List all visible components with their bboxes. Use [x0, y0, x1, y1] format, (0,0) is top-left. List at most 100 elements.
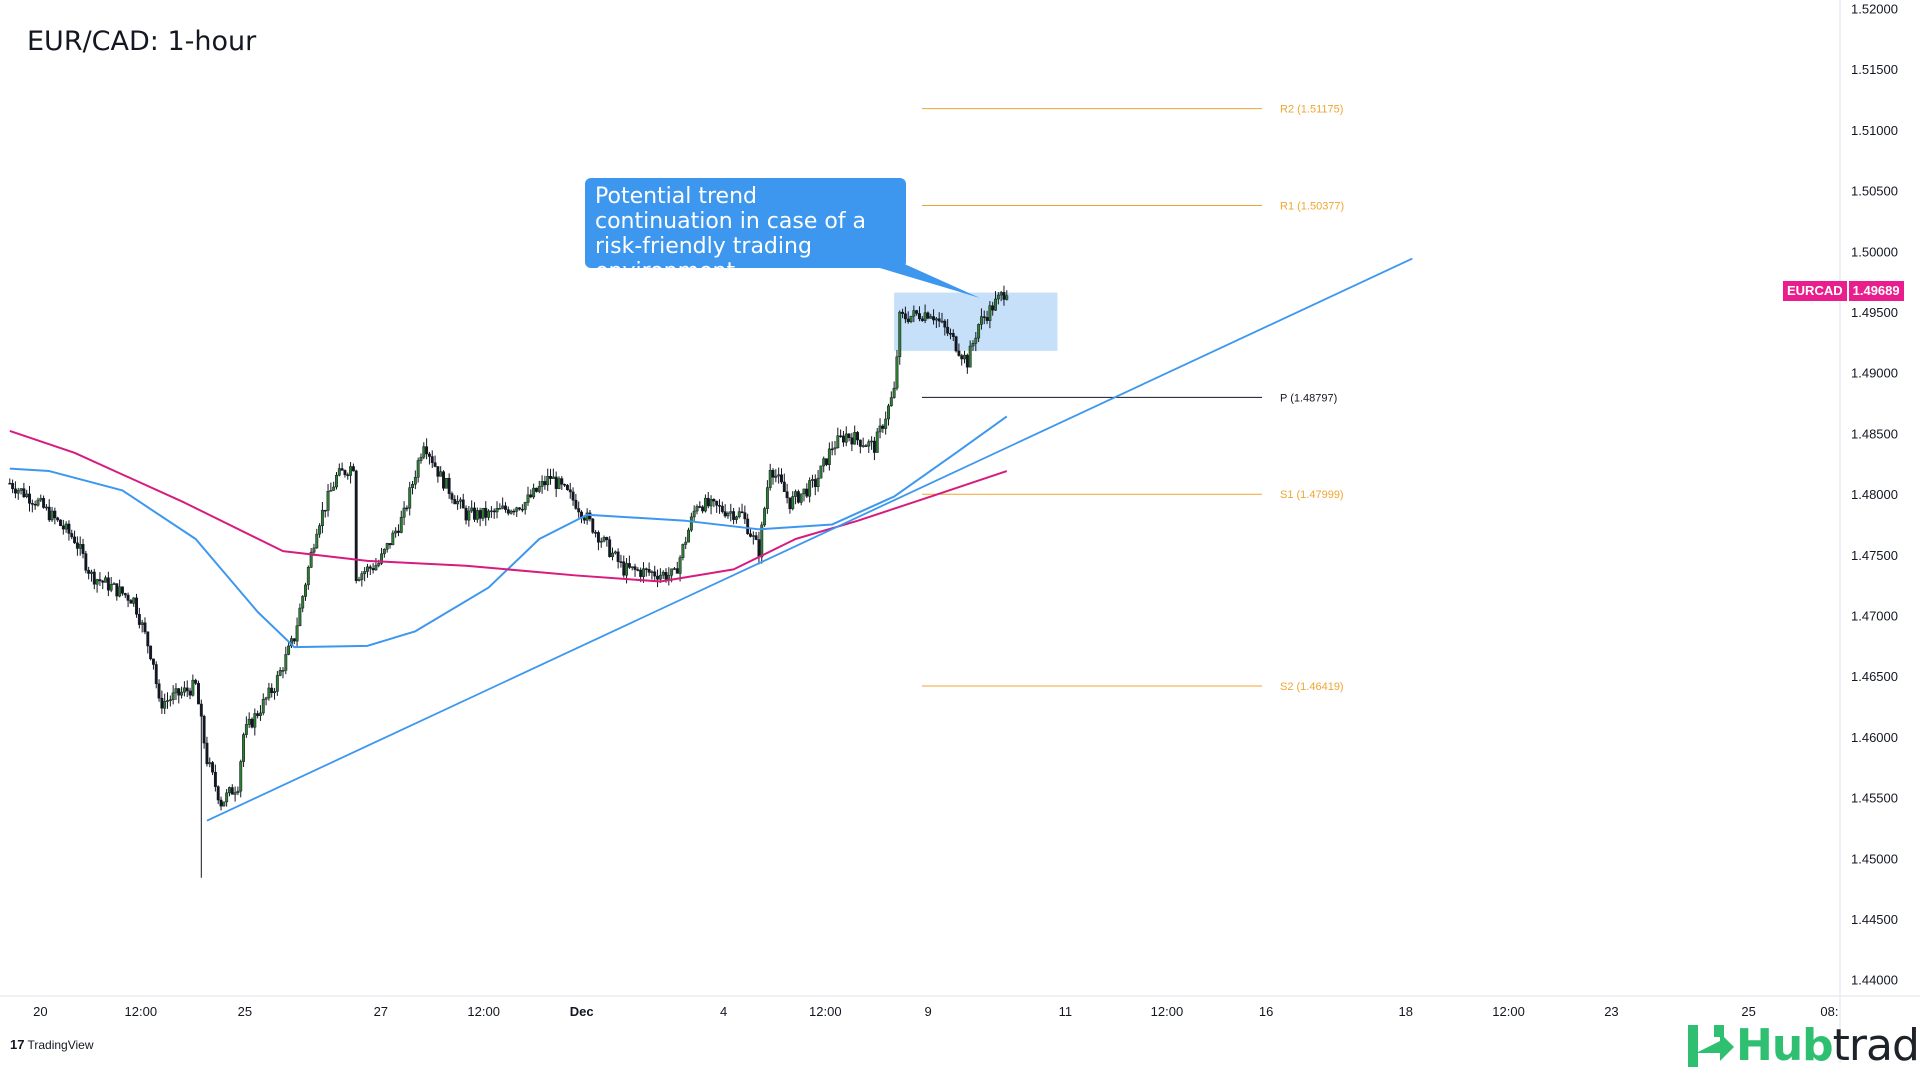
candle-body — [343, 470, 347, 475]
candle-body — [681, 544, 685, 558]
candle-body — [864, 445, 868, 447]
candle-body — [247, 718, 251, 725]
candle-body — [312, 547, 316, 553]
candle-body — [39, 498, 43, 501]
candle-body — [112, 583, 116, 585]
candle-body — [261, 699, 265, 714]
candle-body — [974, 337, 978, 344]
candle-body — [151, 658, 155, 665]
candle-body — [819, 465, 823, 479]
candle-body — [622, 561, 626, 576]
ascending-trendline — [206, 257, 1413, 822]
candle-body — [8, 482, 12, 485]
candle-body — [861, 445, 865, 447]
candle-body — [971, 343, 975, 347]
candle-body — [399, 516, 403, 533]
candle-body — [239, 761, 243, 792]
candle-body — [771, 469, 775, 478]
candle-body — [81, 544, 85, 554]
candle-body — [619, 561, 623, 563]
candle-body — [304, 584, 307, 597]
candle-body — [915, 310, 919, 314]
candle-body — [518, 507, 522, 510]
candle-body — [712, 499, 716, 502]
candle-body — [856, 432, 859, 441]
candle-body — [228, 787, 231, 794]
candle-body — [182, 687, 186, 693]
candle-body — [785, 491, 789, 499]
price-tick: 1.52000 — [1851, 2, 1898, 17]
candle-body — [320, 509, 324, 527]
candle-body — [59, 519, 62, 526]
candle-body — [444, 477, 448, 489]
price-tick: 1.45500 — [1851, 791, 1898, 806]
candle-body — [673, 568, 676, 570]
candle-body — [625, 563, 629, 576]
candle-body — [44, 506, 48, 509]
candle-body — [87, 569, 91, 574]
candle-body — [11, 483, 15, 490]
candle-body — [492, 510, 496, 513]
candle-body — [458, 499, 462, 502]
candle-body — [67, 523, 71, 534]
tradingview-logo[interactable]: 17 TradingView — [10, 1037, 94, 1052]
price-tick: 1.44000 — [1851, 973, 1898, 988]
candle-body — [1005, 295, 1009, 300]
candle-body — [394, 530, 398, 534]
candle-body — [177, 688, 181, 696]
candle-body — [740, 511, 744, 513]
candle-body — [250, 718, 254, 728]
candle-body — [33, 503, 37, 506]
candle-body — [737, 511, 741, 518]
candle-body — [732, 511, 736, 520]
candle-body — [213, 771, 217, 787]
candle-body — [585, 512, 589, 521]
candle-body — [537, 486, 541, 492]
candle-body — [498, 508, 502, 510]
candle-body — [157, 683, 161, 699]
candle-body — [684, 541, 688, 545]
candle-body — [616, 551, 620, 562]
candle-body — [216, 786, 220, 801]
candle-body — [98, 579, 102, 582]
candle-body — [413, 476, 417, 485]
candle-body — [602, 537, 606, 542]
candle-body — [53, 510, 57, 519]
candle-body — [920, 318, 924, 321]
price-tick: 1.47000 — [1851, 609, 1898, 624]
candle-body — [943, 320, 947, 328]
candle-body — [340, 468, 344, 471]
candle-body — [670, 568, 674, 576]
pivot-label: S2 (1.46419) — [1280, 681, 1344, 693]
candle-body — [841, 435, 845, 443]
candle-body — [78, 544, 82, 549]
candle-body — [596, 532, 600, 543]
time-tick: 16 — [1259, 1004, 1273, 1019]
candle-body — [382, 548, 386, 555]
candle-body — [774, 475, 778, 478]
candle-body — [546, 476, 550, 486]
candle-body — [121, 586, 124, 594]
candle-body — [191, 679, 195, 696]
candle-body — [123, 593, 127, 596]
candle-body — [405, 507, 409, 510]
candle-body — [284, 654, 288, 671]
brand-hub: Hub — [1736, 1020, 1834, 1071]
candle-body — [656, 575, 660, 580]
candle-body — [467, 510, 471, 521]
candle-body — [163, 701, 167, 709]
candle-body — [594, 532, 598, 534]
candle-body — [940, 320, 944, 323]
time-tick: 23 — [1604, 1004, 1618, 1019]
candle-body — [560, 478, 564, 485]
candle-body — [749, 533, 752, 537]
price-tick: 1.51000 — [1851, 123, 1898, 138]
candle-body — [805, 488, 809, 497]
candle-body — [281, 670, 285, 672]
candle-body — [549, 476, 552, 479]
candle-body — [278, 670, 282, 676]
candle-body — [222, 801, 226, 807]
candle-body — [73, 536, 77, 544]
candle-body — [253, 713, 257, 728]
